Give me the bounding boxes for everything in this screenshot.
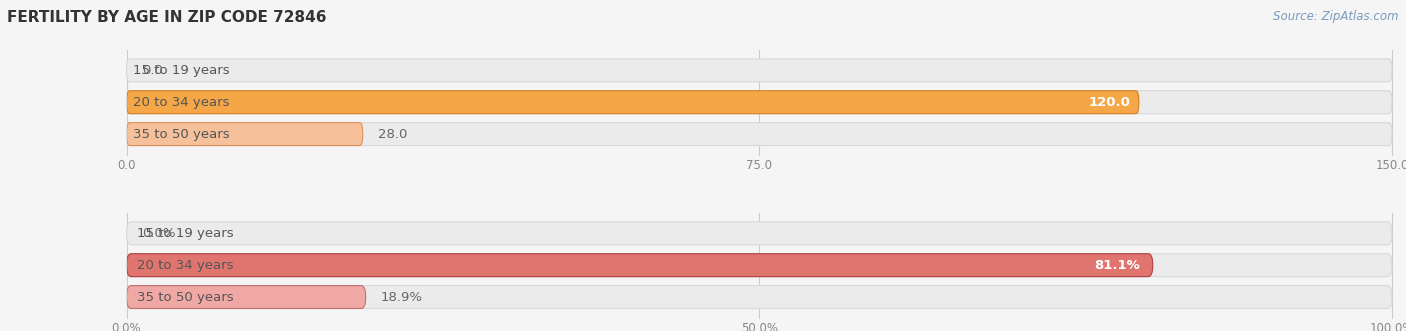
Text: 28.0: 28.0 [378,127,408,141]
FancyBboxPatch shape [127,91,1139,114]
Text: 0.0: 0.0 [142,64,163,77]
Text: 15 to 19 years: 15 to 19 years [134,64,231,77]
Text: 20 to 34 years: 20 to 34 years [136,259,233,272]
Text: 35 to 50 years: 35 to 50 years [134,127,231,141]
FancyBboxPatch shape [127,122,1392,146]
FancyBboxPatch shape [127,59,1392,82]
Text: 81.1%: 81.1% [1094,259,1140,272]
Text: 18.9%: 18.9% [381,291,423,304]
Text: 15 to 19 years: 15 to 19 years [136,227,233,240]
Text: 120.0: 120.0 [1088,96,1130,109]
FancyBboxPatch shape [127,91,1392,114]
FancyBboxPatch shape [127,222,1392,245]
Text: Source: ZipAtlas.com: Source: ZipAtlas.com [1274,10,1399,23]
Text: 20 to 34 years: 20 to 34 years [134,96,229,109]
FancyBboxPatch shape [127,286,1392,308]
FancyBboxPatch shape [127,254,1392,277]
FancyBboxPatch shape [127,122,363,146]
Text: 0.0%: 0.0% [142,227,176,240]
FancyBboxPatch shape [127,286,366,308]
Text: FERTILITY BY AGE IN ZIP CODE 72846: FERTILITY BY AGE IN ZIP CODE 72846 [7,10,326,25]
Text: 35 to 50 years: 35 to 50 years [136,291,233,304]
FancyBboxPatch shape [127,254,1153,277]
